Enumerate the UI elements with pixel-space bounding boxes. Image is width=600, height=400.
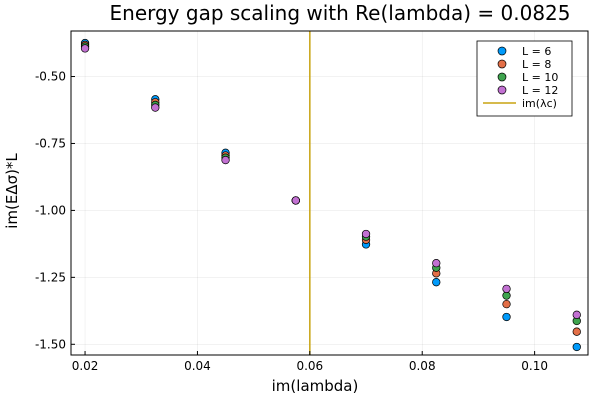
legend-marker — [497, 85, 507, 95]
x-tick-label: 0.06 — [296, 359, 323, 373]
y-tick-label: -1.25 — [35, 270, 66, 284]
data-point — [572, 310, 581, 319]
data-point — [151, 103, 160, 112]
y-tick-label: -1.00 — [35, 203, 66, 217]
y-axis-label: im(EΔσ)*L — [3, 153, 21, 229]
data-point — [291, 196, 300, 205]
x-tick-label: 0.08 — [409, 359, 436, 373]
legend-label: L = 8 — [522, 58, 551, 71]
plot-frame — [70, 30, 589, 356]
x-axis-label: im(lambda) — [272, 377, 359, 395]
y-tick-label: -1.50 — [35, 337, 66, 351]
legend-label: L = 10 — [522, 71, 558, 84]
data-point — [502, 299, 511, 309]
legend-label: L = 12 — [522, 84, 558, 97]
data-point — [432, 278, 441, 287]
x-axis-ticks: 0.02 0.04 0.06 0.08 0.10 — [72, 351, 548, 373]
legend-label: L = 6 — [522, 45, 551, 58]
x-tick-label: 0.10 — [521, 359, 548, 373]
data-point — [361, 229, 371, 239]
x-tick-label: 0.02 — [72, 359, 99, 373]
y-axis-ticks: -0.50 -0.75 -1.00 -1.25 -1.50 — [35, 70, 75, 351]
data-point — [502, 284, 511, 294]
data-point — [432, 259, 441, 268]
data-point — [502, 312, 511, 322]
data-point — [572, 342, 581, 352]
data-point — [221, 155, 230, 165]
legend-marker — [497, 72, 507, 82]
legend-label: im(λc) — [522, 97, 557, 110]
data-point — [572, 327, 581, 336]
data-points — [80, 38, 581, 352]
y-tick-label: -0.50 — [35, 70, 66, 84]
chart-title: Energy gap scaling with Re(lambda) = 0.0… — [110, 1, 571, 25]
legend-marker — [497, 46, 507, 56]
data-point — [80, 44, 90, 53]
legend-marker — [497, 59, 507, 69]
x-tick-label: 0.04 — [184, 359, 211, 373]
y-tick-label: -0.75 — [35, 136, 66, 150]
